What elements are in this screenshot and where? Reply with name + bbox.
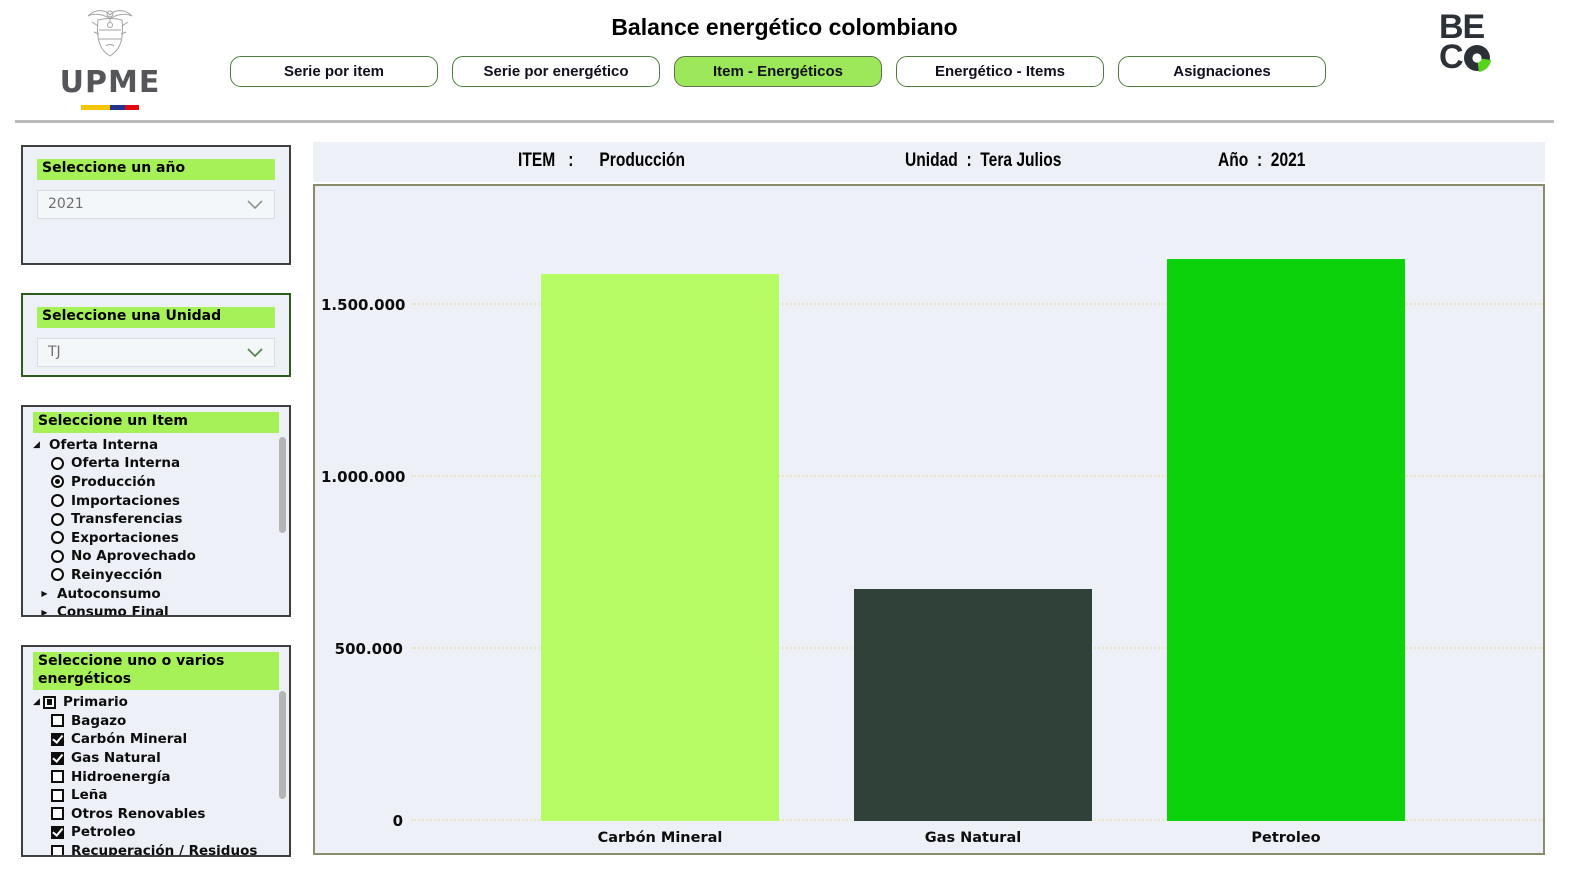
tree-item-carb-n-mineral[interactable]: Carbón Mineral — [23, 730, 289, 749]
tree-item-transferencias[interactable]: Transferencias — [23, 510, 289, 529]
item-panel-label: Seleccione un Item — [33, 412, 279, 433]
tree-item-oferta-interna[interactable]: Oferta Interna — [23, 454, 289, 473]
tree-item-oferta-interna[interactable]: ◢Oferta Interna — [23, 436, 289, 455]
checkbox-checked-icon[interactable] — [51, 733, 64, 746]
tree-item-primario[interactable]: ◢Primario — [23, 693, 289, 712]
x-axis-category-label: Carbón Mineral — [501, 830, 819, 846]
tree-item-reinyecci-n[interactable]: Reinyección — [23, 566, 289, 585]
energetics-panel-label: Seleccione uno o varios energéticos — [33, 652, 279, 690]
item-tree-scrollbar[interactable] — [279, 437, 286, 533]
tree-item-petroleo[interactable]: Petroleo — [23, 823, 289, 842]
checkbox-unchecked-icon[interactable] — [51, 770, 64, 783]
tree-item-le-a[interactable]: Leña — [23, 786, 289, 805]
x-axis-category-label: Gas Natural — [814, 830, 1132, 846]
radio-unselected-icon[interactable] — [51, 568, 64, 581]
y-axis-tick-label: 0 — [321, 812, 403, 830]
radio-unselected-icon[interactable] — [51, 550, 64, 563]
y-axis-tick-label: 500.000 — [321, 640, 403, 658]
chevron-down-icon — [246, 347, 264, 358]
tree-item-recuperaci-n-residuos[interactable]: Recuperación / Residuos — [23, 842, 289, 857]
year-selector-panel: Seleccione un año 2021 — [21, 145, 291, 265]
chevron-down-icon — [246, 199, 264, 210]
checkbox-checked-icon[interactable] — [51, 752, 64, 765]
tree-item-gas-natural[interactable]: Gas Natural — [23, 749, 289, 768]
tree-item-bagazo[interactable]: Bagazo — [23, 712, 289, 731]
tree-item-exportaciones[interactable]: Exportaciones — [23, 528, 289, 547]
radio-unselected-icon[interactable] — [51, 494, 64, 507]
year-dropdown[interactable]: 2021 — [37, 190, 275, 219]
beco-letter-c: C — [1439, 44, 1463, 72]
chart-header-unit: Unidad : Tera Julios — [905, 150, 1061, 172]
tab-asignaciones[interactable]: Asignaciones — [1118, 56, 1326, 87]
chart-header: ITEM : Producción Unidad : Tera Julios A… — [313, 142, 1545, 182]
tree-item-hidroenerg-a[interactable]: Hidroenergía — [23, 767, 289, 786]
radio-unselected-icon[interactable] — [51, 531, 64, 544]
bar-gas-natural[interactable] — [854, 589, 1092, 821]
energetics-selector-panel: Seleccione uno o varios energéticos ◢Pri… — [21, 645, 291, 857]
checkbox-indeterminate-icon[interactable] — [43, 696, 56, 709]
nav-tabs: Serie por item Serie por energético Item -… — [230, 56, 1326, 87]
bar-carb-n-mineral[interactable] — [541, 274, 779, 821]
beco-o-icon — [1462, 42, 1494, 74]
checkbox-unchecked-icon[interactable] — [51, 807, 64, 820]
radio-selected-icon[interactable] — [51, 475, 64, 488]
x-axis-category-label: Petroleo — [1127, 830, 1445, 846]
tree-item-consumo-final[interactable]: ▶Consumo Final — [23, 603, 289, 617]
upme-wordmark: UPME — [52, 68, 168, 98]
chart-header-year: Año : 2021 — [1218, 150, 1305, 172]
y-axis-tick-label: 1.500.000 — [321, 296, 403, 314]
colombia-flag-bar — [81, 105, 139, 110]
tab-energ-tico-items[interactable]: Energético - Items — [896, 56, 1104, 87]
year-panel-label: Seleccione un año — [37, 159, 275, 180]
tree-item-autoconsumo[interactable]: ▶Autoconsumo — [23, 584, 289, 603]
energetics-tree: ◢PrimarioBagazoCarbón MineralGas Natural… — [23, 693, 289, 857]
item-tree: ◢Oferta InternaOferta InternaProducciónI… — [23, 436, 289, 618]
unit-selector-panel: Seleccione una Unidad TJ — [21, 293, 291, 377]
radio-unselected-icon[interactable] — [51, 457, 64, 470]
beco-logo: BE C — [1439, 14, 1523, 74]
item-selector-panel: Seleccione un Item ◢Oferta InternaOferta… — [21, 405, 291, 617]
y-axis-tick-label: 1.000.000 — [321, 468, 403, 486]
tab-serie-por-item[interactable]: Serie por item — [230, 56, 438, 87]
tree-item-importaciones[interactable]: Importaciones — [23, 491, 289, 510]
unit-panel-label: Seleccione una Unidad — [37, 307, 275, 328]
tab-serie-por-energ-tico[interactable]: Serie por energético — [452, 56, 660, 87]
checkbox-unchecked-icon[interactable] — [51, 845, 64, 857]
tree-item-otros-renovables[interactable]: Otros Renovables — [23, 805, 289, 824]
tree-item-producci-n[interactable]: Producción — [23, 473, 289, 492]
page-title: Balance energético colombiano — [0, 14, 1569, 41]
unit-dropdown[interactable]: TJ — [37, 338, 275, 367]
collapse-arrow-icon[interactable]: ▶ — [39, 589, 50, 598]
bar-petroleo[interactable] — [1167, 259, 1405, 821]
bar-chart: 0 500.000 1.000.000 1.500.000 Carbón Mineral… — [313, 184, 1545, 855]
energetics-tree-scrollbar[interactable] — [279, 691, 286, 799]
collapse-arrow-icon[interactable]: ▶ — [39, 608, 50, 617]
year-dropdown-value: 2021 — [48, 196, 246, 212]
checkbox-unchecked-icon[interactable] — [51, 714, 64, 727]
expand-arrow-icon[interactable]: ◢ — [31, 697, 42, 707]
tab-item-energ-ticos[interactable]: Item - Energéticos — [674, 56, 882, 87]
tree-item-no-aprovechado[interactable]: No Aprovechado — [23, 547, 289, 566]
radio-unselected-icon[interactable] — [51, 513, 64, 526]
chart-header-item: ITEM : Producción — [518, 150, 685, 172]
header-separator — [15, 120, 1554, 123]
unit-dropdown-value: TJ — [48, 344, 246, 360]
expand-arrow-icon[interactable]: ◢ — [31, 440, 42, 450]
checkbox-checked-icon[interactable] — [51, 826, 64, 839]
checkbox-unchecked-icon[interactable] — [51, 789, 64, 802]
